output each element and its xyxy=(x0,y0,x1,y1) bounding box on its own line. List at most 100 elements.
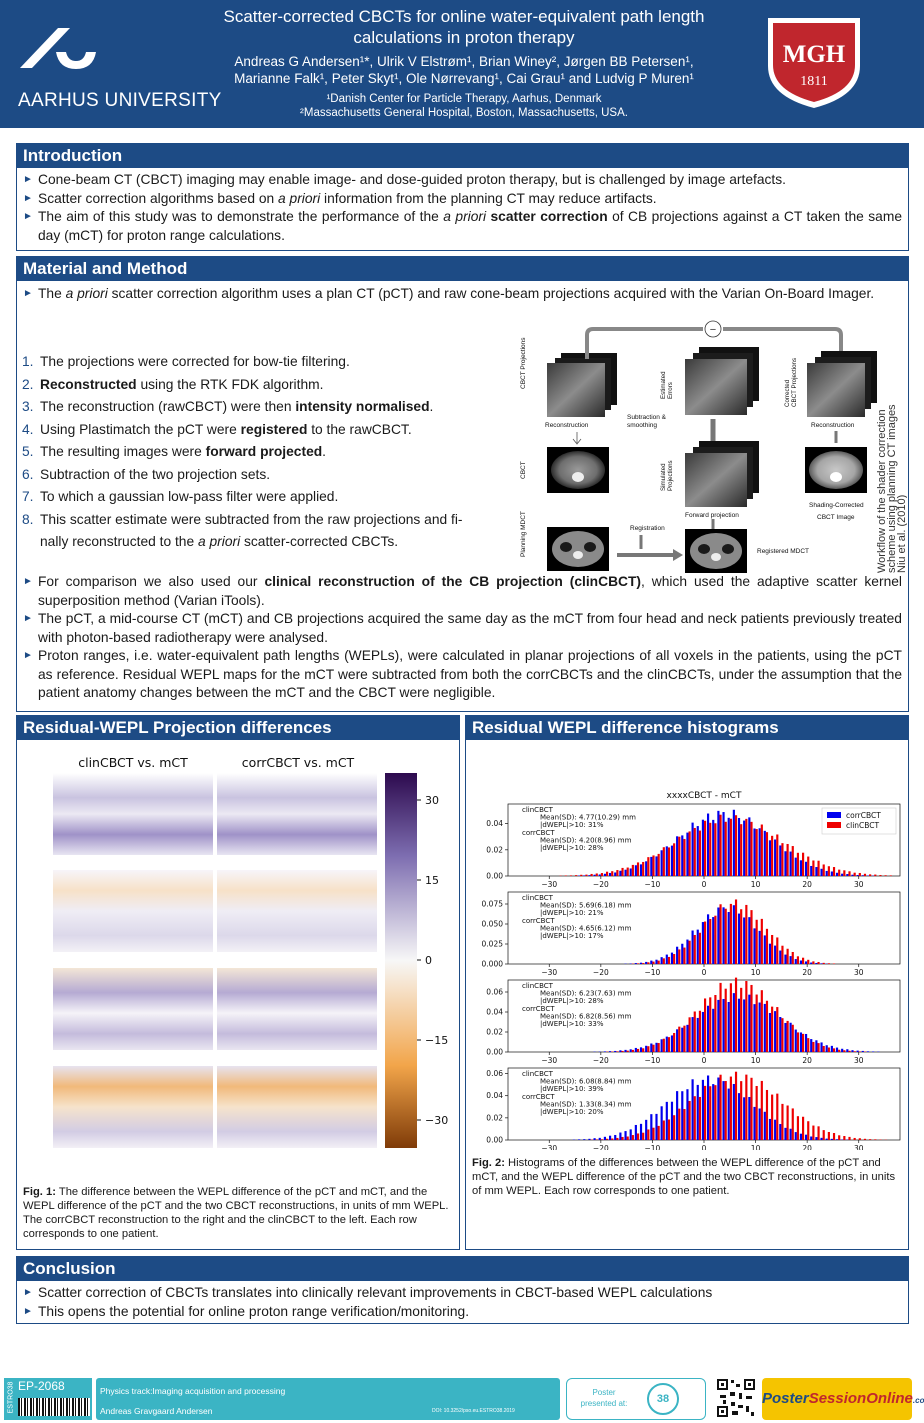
corrcbct-bar xyxy=(670,952,674,964)
corrcbct-bar xyxy=(804,1033,808,1052)
clincbct-bar xyxy=(719,982,722,1052)
list-item: ► The pCT, a mid-course CT (mCT) and CB p… xyxy=(23,611,902,645)
y-tick-label: 0.00 xyxy=(486,872,503,881)
x-tick-label: 10 xyxy=(751,1056,761,1065)
y-tick-label: 0.04 xyxy=(486,819,503,828)
corrcbct-bar xyxy=(686,939,689,964)
clincbct-bar xyxy=(745,818,748,876)
corrcbct-bar xyxy=(768,1118,772,1140)
x-tick-label: −20 xyxy=(593,880,609,889)
clincbct-bar xyxy=(765,1000,769,1052)
list-item: 5. The resulting images were forward proj… xyxy=(22,444,327,459)
corrcbct-bar xyxy=(784,851,787,876)
clincbct-bar xyxy=(678,1026,681,1052)
x-tick-label: 30 xyxy=(854,1144,864,1150)
clincbct-bar xyxy=(760,918,763,964)
clincbct-bar xyxy=(626,1136,629,1140)
stats-annotation: Mean(SD): 4.20(8.96) mm xyxy=(540,836,632,844)
corrcbct-bar xyxy=(681,1027,684,1052)
estimated-errors-label-2: Errors xyxy=(667,382,674,399)
corrcbct-bar xyxy=(706,1005,710,1052)
clincbct-bar xyxy=(740,824,743,876)
corrcbct-bar xyxy=(784,954,787,964)
corrcbct-bar xyxy=(660,1106,663,1140)
clincbct-bar xyxy=(621,1136,624,1140)
clincbct-bar xyxy=(827,963,830,964)
workflow-caption-3: Niu et al. (2010) xyxy=(896,495,907,573)
clincbct-bar xyxy=(642,1048,645,1052)
clincbct-bar xyxy=(796,1032,800,1052)
corrcbct-bar xyxy=(841,1139,844,1140)
corrcbct-bar xyxy=(583,875,586,876)
colorbar-tick: −30 xyxy=(425,1114,448,1127)
clincbct-bar xyxy=(688,1100,691,1140)
corrcbct-bar xyxy=(722,1081,725,1140)
corrcbct-bar xyxy=(825,1138,828,1140)
corrcbct-bar xyxy=(722,812,725,876)
list-item: 4. Using Plastimatch the pCT were registe… xyxy=(22,421,412,437)
patient-4-clincbct-map xyxy=(53,1066,213,1148)
corrcbct-bar xyxy=(583,1139,586,1140)
clincbct-bar xyxy=(869,874,872,876)
corrcbct-bar xyxy=(614,1134,617,1140)
minus-sign: − xyxy=(710,324,716,336)
corrcbct-bar xyxy=(650,960,653,964)
clincbct-bar xyxy=(657,1043,660,1052)
corrected-label-1: Corrected xyxy=(784,379,791,407)
corrcbct-bar xyxy=(789,1128,792,1140)
row-label-cbct: CBCT xyxy=(520,461,527,479)
x-tick-label: 20 xyxy=(802,880,812,889)
conclusion-section: Conclusion ► Scatter correction of CBCTs … xyxy=(16,1256,909,1324)
workflow-diagram: CBCT Projections CBCT Planning MDCT Reco… xyxy=(520,320,907,573)
clincbct-bar xyxy=(662,1120,665,1140)
colorbar-tick: 0 xyxy=(425,954,432,967)
clincbct-bar xyxy=(662,958,665,964)
list-item: ► Proton ranges, i.e. water-equivalent pa… xyxy=(23,648,902,700)
corrcbct-bar xyxy=(794,857,797,876)
corrcbct-bar xyxy=(753,1106,756,1140)
clincbct-bar xyxy=(848,1050,851,1052)
poster-code: EP-2068 xyxy=(18,1379,65,1393)
clincbct-bar xyxy=(807,1121,810,1140)
y-tick-label: 0.02 xyxy=(486,845,503,854)
corrcbct-bar xyxy=(717,1077,720,1140)
clincbct-bar xyxy=(714,995,717,1052)
clincbct-bar xyxy=(657,1125,660,1140)
clincbct-bar xyxy=(874,1139,877,1140)
corrcbct-bar xyxy=(701,1011,704,1052)
reconstruction-label-2: Reconstruction xyxy=(811,422,855,429)
stats-annotation: Mean(SD): 4.65(6.12) mm xyxy=(540,924,632,932)
clincbct-bar xyxy=(667,847,671,876)
clincbct-bar xyxy=(616,1051,619,1052)
introduction-heading: Introduction xyxy=(17,144,908,168)
corrcbct-bar xyxy=(727,1001,730,1052)
projection-differences-section: Residual-WEPL Projection differences xyxy=(16,715,460,1250)
colorbar-tick: 30 xyxy=(425,794,439,807)
corrcbct-bar xyxy=(676,946,679,964)
clincbct-bar xyxy=(606,1138,609,1140)
corrcbct-bar xyxy=(639,864,643,876)
clincbct-bar xyxy=(698,1096,702,1140)
clincbct-bar xyxy=(812,1125,815,1140)
stats-annotation: Mean(SD): 5.69(6.18) mm xyxy=(540,902,632,910)
bullet-arrow-icon: ► xyxy=(23,1287,33,1298)
clincbct-bar xyxy=(611,871,614,876)
stats-annotation: clinCBCT xyxy=(522,806,554,814)
title-line-2: calculations in proton therapy xyxy=(353,28,575,47)
corrcbct-bar xyxy=(841,873,844,876)
clincbct-bar xyxy=(796,1116,800,1140)
corrcbct-bar xyxy=(681,1091,684,1140)
corrcbct-bar xyxy=(763,1111,766,1140)
corrcbct-bar xyxy=(619,1132,622,1140)
clincbct-bar xyxy=(647,962,650,964)
wepl-difference-maps: clinCBCT vs. mCT corrCBCT vs. mCT 30 15 … xyxy=(53,755,448,1148)
clincbct-bar xyxy=(863,873,867,876)
corrcbct-bar xyxy=(748,1097,751,1140)
corrcbct-bar xyxy=(696,1084,699,1140)
clincbct-bar xyxy=(678,1108,681,1140)
method-steps: 1. The projections were corrected for bow… xyxy=(17,351,517,554)
corrcbct-bar xyxy=(717,810,720,876)
stats-annotation: |dWEPL|>10: 33% xyxy=(540,1020,604,1028)
corrcbct-bar xyxy=(691,930,694,964)
clincbct-bar xyxy=(734,1071,738,1140)
